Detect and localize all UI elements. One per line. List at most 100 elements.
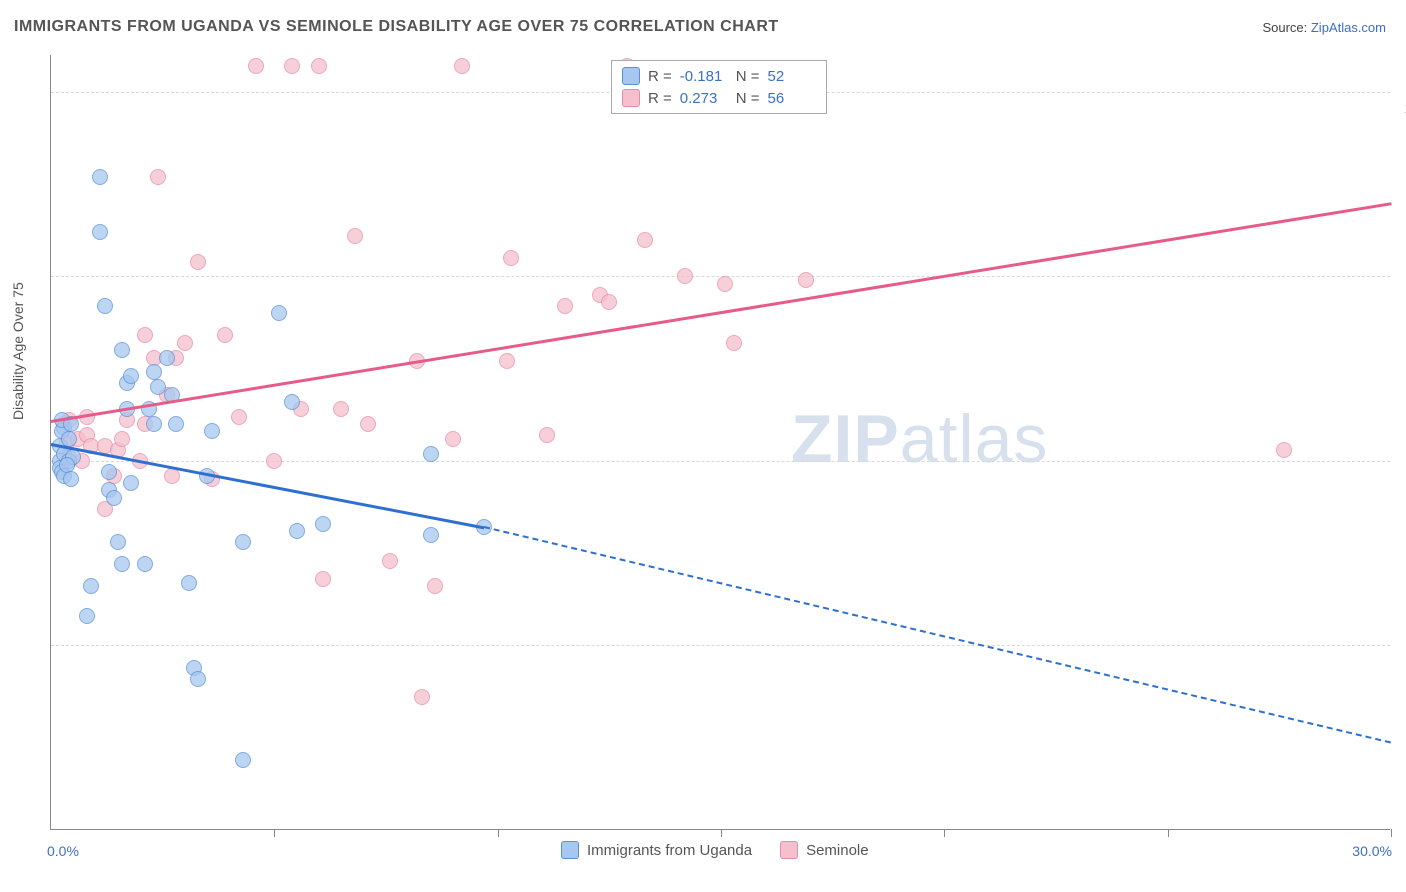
x-tick: [1391, 829, 1392, 837]
data-point: [114, 556, 130, 572]
source-link[interactable]: ZipAtlas.com: [1311, 20, 1386, 35]
data-point: [235, 534, 251, 550]
legend-series-name: Seminole: [806, 842, 869, 859]
data-point: [284, 58, 300, 74]
watermark: ZIPatlas: [791, 400, 1048, 478]
source-prefix: Source:: [1262, 20, 1310, 35]
data-point: [347, 228, 363, 244]
data-point: [114, 342, 130, 358]
legend-row: R = -0.181 N = 52: [622, 65, 816, 87]
data-point: [557, 298, 573, 314]
data-point: [190, 254, 206, 270]
source-label: Source: ZipAtlas.com: [1262, 20, 1386, 35]
legend-r-label: R =: [648, 90, 672, 107]
data-point: [266, 453, 282, 469]
data-point: [97, 298, 113, 314]
correlation-legend: R = -0.181 N = 52 R = 0.273 N = 56: [611, 60, 827, 114]
legend-item-pink: Seminole: [780, 841, 869, 859]
data-point: [190, 671, 206, 687]
data-point: [181, 575, 197, 591]
data-point: [677, 268, 693, 284]
chart-plot-area: ZIPatlas 25.0%50.0%75.0%100.0%0.0%30.0%R…: [50, 55, 1390, 830]
legend-item-blue: Immigrants from Uganda: [561, 841, 752, 859]
data-point: [146, 416, 162, 432]
data-point: [146, 364, 162, 380]
watermark-light: atlas: [900, 401, 1049, 477]
data-point: [231, 409, 247, 425]
legend-swatch: [561, 841, 579, 859]
x-tick: [498, 829, 499, 837]
legend-r-label: R =: [648, 68, 672, 85]
trend-line-dashed: [484, 526, 1391, 743]
trend-line: [51, 203, 1391, 423]
data-point: [315, 516, 331, 532]
legend-swatch: [622, 89, 640, 107]
legend-series-name: Immigrants from Uganda: [587, 842, 752, 859]
gridline-horizontal: [51, 461, 1390, 462]
legend-row: R = 0.273 N = 56: [622, 87, 816, 109]
data-point: [137, 327, 153, 343]
legend-swatch: [780, 841, 798, 859]
x-tick: [274, 829, 275, 837]
data-point: [360, 416, 376, 432]
data-point: [315, 571, 331, 587]
data-point: [637, 232, 653, 248]
gridline-horizontal: [51, 645, 1390, 646]
legend-n-value: 52: [768, 68, 816, 85]
data-point: [427, 578, 443, 594]
x-tick: [1168, 829, 1169, 837]
legend-r-value: 0.273: [680, 90, 728, 107]
data-point: [499, 353, 515, 369]
legend-swatch: [622, 67, 640, 85]
data-point: [204, 423, 220, 439]
data-point: [159, 350, 175, 366]
data-point: [414, 689, 430, 705]
x-tick: [721, 829, 722, 837]
data-point: [271, 305, 287, 321]
data-point: [289, 523, 305, 539]
data-point: [235, 752, 251, 768]
watermark-bold: ZIP: [791, 401, 900, 477]
data-point: [798, 272, 814, 288]
legend-n-label: N =: [736, 68, 760, 85]
data-point: [248, 58, 264, 74]
data-point: [79, 608, 95, 624]
data-point: [83, 578, 99, 594]
data-point: [110, 534, 126, 550]
data-point: [123, 368, 139, 384]
x-tick-label-max: 30.0%: [1352, 843, 1392, 859]
y-axis-label: Disability Age Over 75: [10, 282, 26, 420]
data-point: [63, 471, 79, 487]
data-point: [59, 457, 75, 473]
data-point: [164, 468, 180, 484]
legend-r-value: -0.181: [680, 68, 728, 85]
data-point: [333, 401, 349, 417]
data-point: [382, 553, 398, 569]
data-point: [1276, 442, 1292, 458]
data-point: [114, 431, 130, 447]
data-point: [539, 427, 555, 443]
data-point: [423, 527, 439, 543]
data-point: [137, 556, 153, 572]
data-point: [601, 294, 617, 310]
data-point: [106, 490, 122, 506]
data-point: [284, 394, 300, 410]
data-point: [101, 464, 117, 480]
data-point: [168, 416, 184, 432]
legend-n-label: N =: [736, 90, 760, 107]
chart-title: IMMIGRANTS FROM UGANDA VS SEMINOLE DISAB…: [14, 18, 779, 36]
data-point: [311, 58, 327, 74]
data-point: [503, 250, 519, 266]
data-point: [726, 335, 742, 351]
data-point: [717, 276, 733, 292]
data-point: [92, 224, 108, 240]
data-point: [92, 169, 108, 185]
data-point: [150, 169, 166, 185]
series-legend: Immigrants from Uganda Seminole: [561, 841, 869, 859]
data-point: [177, 335, 193, 351]
data-point: [445, 431, 461, 447]
legend-n-value: 56: [768, 90, 816, 107]
data-point: [217, 327, 233, 343]
x-tick: [944, 829, 945, 837]
data-point: [423, 446, 439, 462]
